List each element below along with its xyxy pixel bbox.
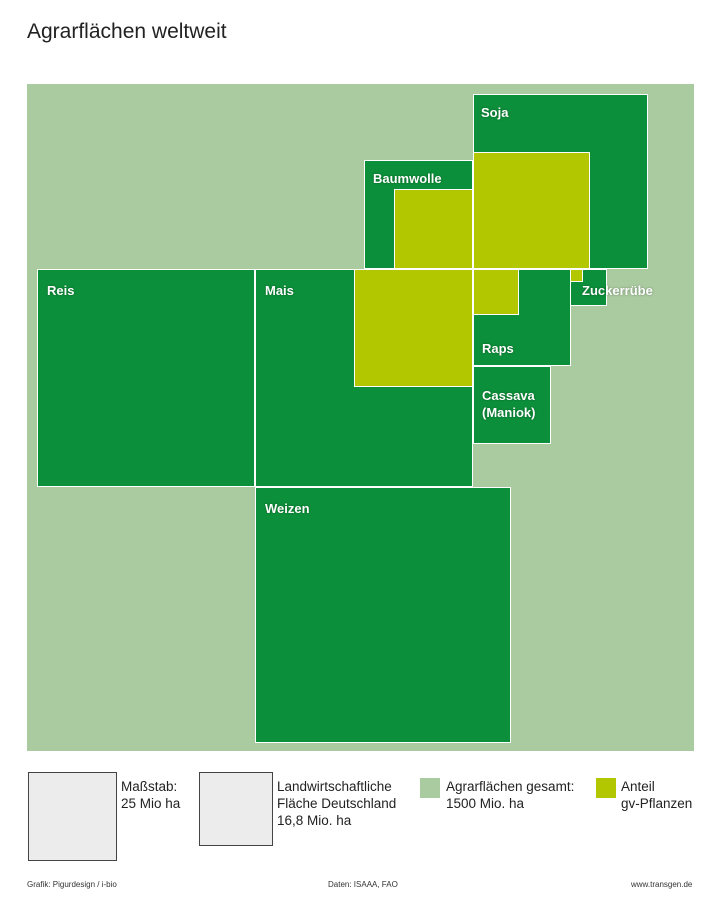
reis-label: Reis xyxy=(47,283,75,298)
zuckerruebe-gv-area xyxy=(570,269,583,282)
zuckerruebe-label: Zuckerrübe xyxy=(582,283,653,298)
total-agricultural-area: Soja Baumwolle Zuckerrübe Reis Mais Raps… xyxy=(27,84,694,751)
website-link[interactable]: www.transgen.de xyxy=(631,880,693,889)
mais-gv-area xyxy=(354,269,473,387)
reis-area xyxy=(37,269,255,487)
total-area-swatch xyxy=(420,778,440,798)
gv-share-label: Anteil gv-Pflanzen xyxy=(621,779,693,811)
soja-label: Soja xyxy=(481,105,509,120)
raps-label: Raps xyxy=(482,341,514,356)
baumwolle-gv-area xyxy=(394,189,473,269)
weizen-label: Weizen xyxy=(265,501,310,516)
mais-label: Mais xyxy=(265,283,294,298)
cassava-label: Cassava (Maniok) xyxy=(482,388,536,420)
page-title: Agrarflächen weltweit xyxy=(27,20,227,43)
baumwolle-label: Baumwolle xyxy=(373,171,442,186)
soja-gv-area xyxy=(473,152,590,269)
cassava-area xyxy=(473,366,551,444)
gv-share-swatch xyxy=(596,778,616,798)
scale-label: Maßstab: 25 Mio ha xyxy=(121,779,181,811)
source-text: Daten: ISAAA, FAO xyxy=(328,880,398,889)
germany-area-label: Landwirtschaftliche Fläche Deutschland 1… xyxy=(277,779,397,828)
weizen-area xyxy=(255,487,511,743)
credit-text: Grafik: Pigurdesign / i-bio xyxy=(27,880,117,889)
raps-gv-area xyxy=(473,269,519,315)
scale-box xyxy=(28,772,117,861)
germany-area-box xyxy=(199,772,273,846)
total-area-label: Agrarflächen gesamt: 1500 Mio. ha xyxy=(446,779,575,811)
